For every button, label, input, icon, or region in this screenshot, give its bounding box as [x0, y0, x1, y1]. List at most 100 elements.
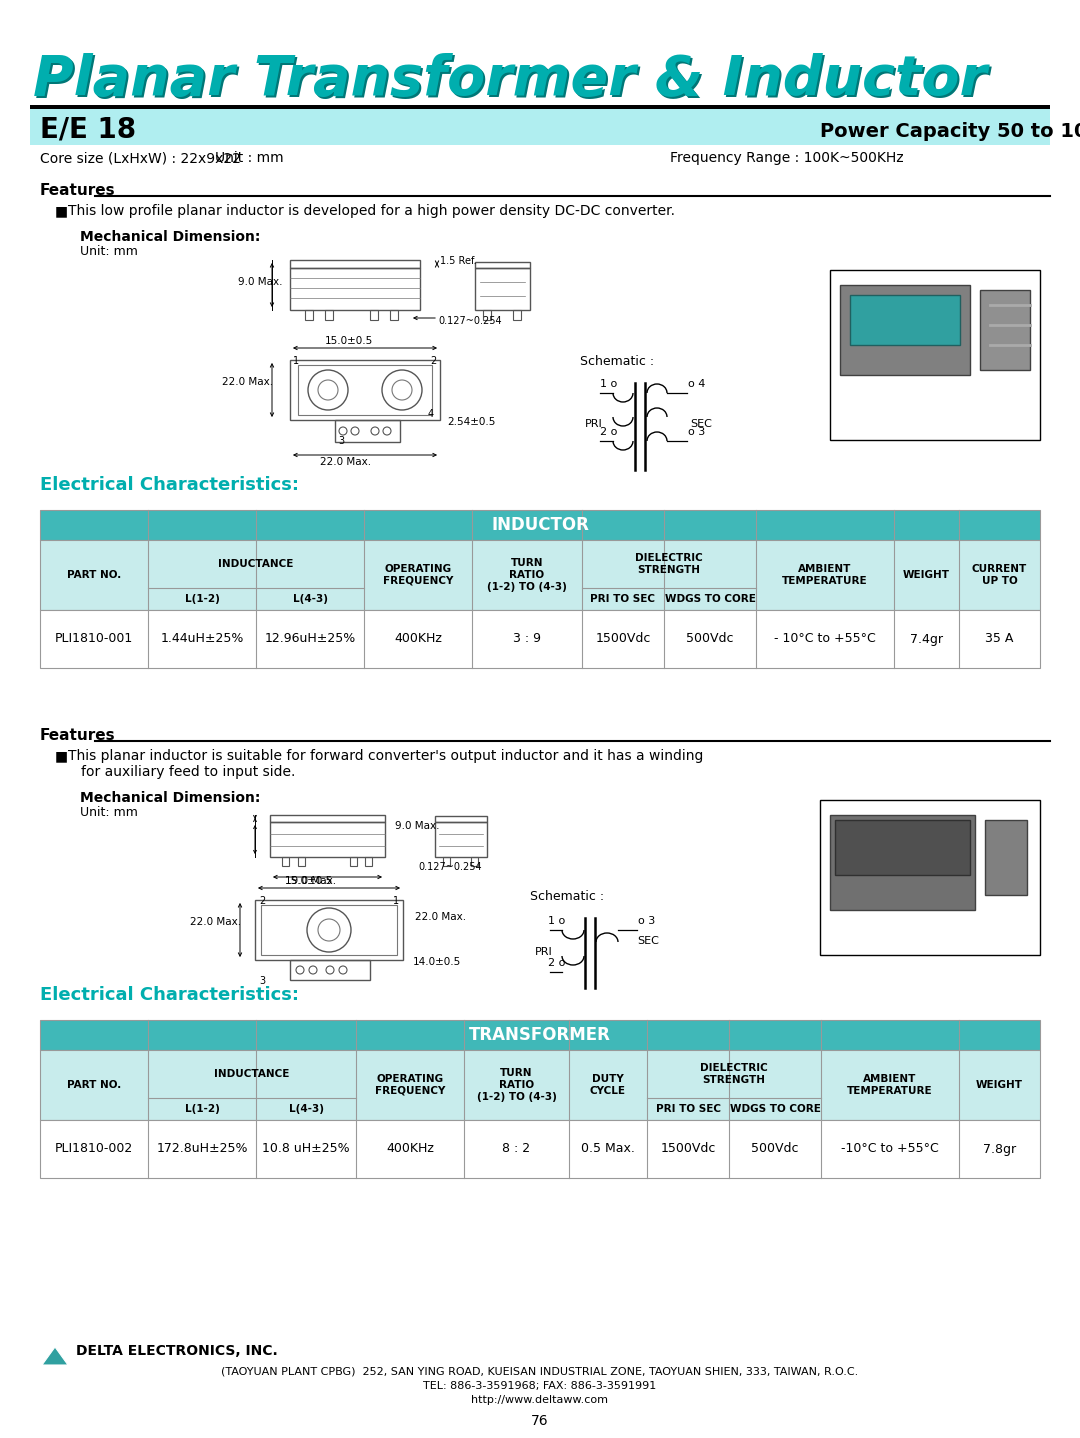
Text: WDGS TO CORE: WDGS TO CORE	[730, 1104, 821, 1114]
Text: 12.96uH±25%: 12.96uH±25%	[265, 633, 355, 646]
Bar	[435, 815, 487, 823]
Text: L(1-2): L(1-2)	[185, 594, 219, 604]
Text: 1500Vdc: 1500Vdc	[595, 633, 650, 646]
Text: WDGS TO CORE: WDGS TO CORE	[664, 594, 755, 604]
Bar	[270, 815, 384, 823]
Text: L(1-2): L(1-2)	[185, 1104, 219, 1114]
Text: INDUCTOR: INDUCTOR	[491, 516, 589, 533]
Text: 1: 1	[393, 896, 400, 906]
Text: TURN
RATIO
(1-2) TO (4-3): TURN RATIO (1-2) TO (4-3)	[476, 1068, 556, 1102]
Text: CURRENT
UP TO: CURRENT UP TO	[972, 564, 1027, 585]
Text: WEIGHT: WEIGHT	[903, 569, 950, 580]
Text: 15.0±0.5: 15.0±0.5	[325, 336, 374, 347]
Text: 76: 76	[531, 1414, 549, 1428]
Text: 22.0 Max.: 22.0 Max.	[415, 912, 467, 922]
Text: E/E 18: E/E 18	[40, 115, 136, 142]
Text: o 4: o 4	[688, 380, 705, 390]
Text: This low profile planar inductor is developed for a high power density DC-DC con: This low profile planar inductor is deve…	[68, 204, 675, 219]
Bar	[443, 857, 450, 866]
Text: o 3: o 3	[688, 427, 705, 437]
Text: - 10°C to +55°C: - 10°C to +55°C	[774, 633, 876, 646]
Bar	[483, 311, 491, 321]
Text: 3: 3	[338, 436, 345, 446]
Text: 22.0 Max.: 22.0 Max.	[190, 917, 241, 928]
Text: OPERATING
FREQUENCY: OPERATING FREQUENCY	[382, 564, 454, 585]
Text: 1.44uH±25%: 1.44uH±25%	[160, 633, 244, 646]
Text: Planar Transformer & Inductor: Planar Transformer & Inductor	[33, 53, 987, 106]
Bar	[291, 260, 420, 267]
Text: 1: 1	[293, 357, 299, 367]
Text: Unit: mm: Unit: mm	[80, 244, 138, 257]
Text: AMBIENT
TEMPERATURE: AMBIENT TEMPERATURE	[782, 564, 868, 585]
Text: PLI1810-002: PLI1810-002	[55, 1143, 133, 1156]
Text: o 3: o 3	[638, 916, 656, 926]
Text: 500Vdc: 500Vdc	[686, 633, 733, 646]
Text: Features: Features	[40, 183, 116, 198]
Text: ■: ■	[55, 749, 68, 764]
Text: 500Vdc: 500Vdc	[752, 1143, 799, 1156]
Bar	[513, 311, 521, 321]
Text: Electrical Characteristics:: Electrical Characteristics:	[40, 476, 299, 495]
Text: Planar Transformer & Inductor: Planar Transformer & Inductor	[35, 55, 989, 109]
Bar	[831, 270, 1040, 440]
Text: 0.127~0.254: 0.127~0.254	[418, 861, 482, 871]
Text: 2.54±0.5: 2.54±0.5	[447, 417, 496, 427]
Bar	[820, 800, 1040, 955]
Text: PRI: PRI	[535, 948, 553, 958]
Text: 22.0 Max.: 22.0 Max.	[320, 457, 372, 467]
Bar	[40, 1020, 1040, 1050]
Text: AMBIENT
TEMPERATURE: AMBIENT TEMPERATURE	[847, 1074, 933, 1096]
Text: for auxiliary feed to input side.: for auxiliary feed to input side.	[81, 765, 295, 779]
Text: SEC: SEC	[637, 936, 659, 946]
Bar	[282, 857, 289, 866]
Bar	[350, 857, 357, 866]
Bar	[261, 905, 397, 955]
Bar	[40, 510, 1040, 541]
Bar	[305, 311, 313, 321]
Text: DUTY
CYCLE: DUTY CYCLE	[590, 1074, 626, 1096]
Text: 19.0 Max.: 19.0 Max.	[285, 876, 336, 886]
Text: 0.127~0.254: 0.127~0.254	[438, 316, 501, 326]
Bar	[985, 820, 1027, 894]
Text: L(4-3): L(4-3)	[293, 594, 327, 604]
Text: 2 o: 2 o	[600, 427, 618, 437]
Text: 4: 4	[428, 408, 434, 418]
Text: 2: 2	[430, 357, 436, 367]
Bar	[291, 360, 440, 420]
Text: PRI TO SEC: PRI TO SEC	[591, 594, 656, 604]
Bar	[390, 311, 399, 321]
Text: 400KHz: 400KHz	[386, 1143, 434, 1156]
Text: L(4-3): L(4-3)	[288, 1104, 324, 1114]
Text: Electrical Characteristics:: Electrical Characteristics:	[40, 986, 299, 1004]
Text: 35 A: 35 A	[985, 633, 1014, 646]
Text: 172.8uH±25%: 172.8uH±25%	[157, 1143, 247, 1156]
Bar	[291, 961, 370, 981]
Text: 10.8 uH±25%: 10.8 uH±25%	[262, 1143, 350, 1156]
Text: 9.0 Max.: 9.0 Max.	[395, 821, 440, 831]
Text: (TAOYUAN PLANT CPBG)  252, SAN YING ROAD, KUEISAN INDUSTRIAL ZONE, TAOYUAN SHIEN: (TAOYUAN PLANT CPBG) 252, SAN YING ROAD,…	[221, 1368, 859, 1378]
Bar	[40, 610, 1040, 669]
Text: PART NO.: PART NO.	[67, 1080, 121, 1090]
Text: 400KHz: 400KHz	[394, 633, 442, 646]
Bar	[40, 1120, 1040, 1178]
Text: INDUCTANCE: INDUCTANCE	[214, 1068, 289, 1078]
Text: Schematic :: Schematic :	[580, 355, 654, 368]
Text: ■: ■	[55, 204, 68, 219]
Text: Power Capacity 50 to 100W: Power Capacity 50 to 100W	[820, 122, 1080, 141]
Bar	[291, 267, 420, 311]
Bar	[298, 365, 432, 416]
Bar	[30, 105, 1050, 109]
Text: 3 : 9: 3 : 9	[513, 633, 541, 646]
Text: 7.4gr: 7.4gr	[910, 633, 943, 646]
Text: TURN
RATIO
(1-2) TO (4-3): TURN RATIO (1-2) TO (4-3)	[487, 558, 567, 591]
Bar	[471, 857, 478, 866]
Bar	[335, 420, 400, 441]
Bar	[40, 1050, 1040, 1120]
Text: PRI: PRI	[585, 418, 603, 429]
Bar	[30, 109, 1050, 145]
Bar	[370, 311, 378, 321]
Text: Mechanical Dimension:: Mechanical Dimension:	[80, 230, 260, 244]
Text: -10°C to +55°C: -10°C to +55°C	[841, 1143, 939, 1156]
Text: SEC: SEC	[690, 418, 712, 429]
Text: Mechanical Dimension:: Mechanical Dimension:	[80, 791, 260, 805]
